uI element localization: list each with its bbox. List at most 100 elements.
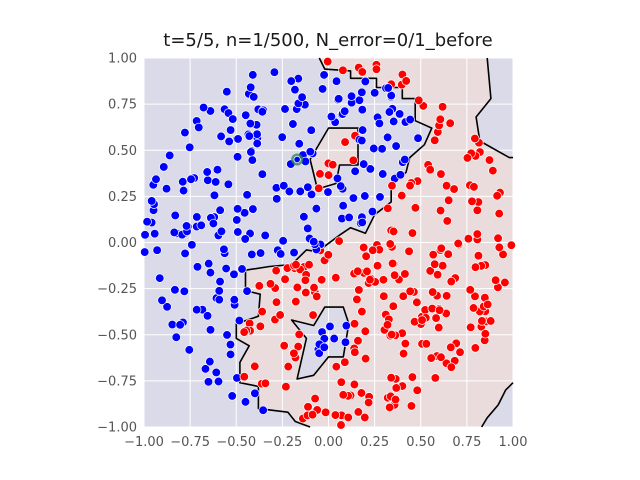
point-class-0 xyxy=(357,217,367,228)
point-class-0 xyxy=(269,67,280,77)
point-class-1 xyxy=(387,258,398,269)
point-class-0 xyxy=(319,342,329,352)
point-class-1 xyxy=(383,203,393,214)
point-class-0 xyxy=(314,348,324,358)
point-class-0 xyxy=(360,76,370,87)
point-class-1 xyxy=(330,410,341,420)
point-class-0 xyxy=(175,320,185,330)
point-class-0 xyxy=(340,337,351,347)
point-class-1 xyxy=(334,236,344,246)
point-class-0 xyxy=(365,164,375,174)
point-class-0 xyxy=(222,330,232,340)
point-class-1 xyxy=(488,165,498,176)
point-class-1 xyxy=(472,229,482,239)
point-class-0 xyxy=(249,92,259,102)
point-class-0 xyxy=(341,321,351,331)
y-tick-label: −0.25 xyxy=(97,282,137,297)
point-class-0 xyxy=(391,141,401,151)
point-class-1 xyxy=(426,353,436,363)
point-class-1 xyxy=(279,341,289,351)
point-class-0 xyxy=(205,356,215,367)
point-class-0 xyxy=(223,179,234,190)
point-class-1 xyxy=(387,329,397,340)
point-class-1 xyxy=(360,353,371,364)
x-tick-label: 0.00 xyxy=(314,435,343,450)
point-class-0 xyxy=(299,212,309,222)
point-class-1 xyxy=(472,205,482,215)
point-class-0 xyxy=(194,122,204,133)
point-class-1 xyxy=(401,76,411,86)
point-class-1 xyxy=(484,155,495,165)
point-class-0 xyxy=(255,248,266,258)
point-class-0 xyxy=(240,397,251,407)
point-class-0 xyxy=(150,229,160,239)
point-class-0 xyxy=(232,152,243,162)
point-class-1 xyxy=(494,242,504,253)
point-class-1 xyxy=(473,251,484,261)
y-tick-label: −1.00 xyxy=(97,421,137,436)
point-class-0 xyxy=(306,189,317,200)
point-class-1 xyxy=(444,195,454,205)
point-class-0 xyxy=(184,345,194,355)
point-class-0 xyxy=(147,196,157,206)
point-class-0 xyxy=(305,147,315,157)
point-class-0 xyxy=(211,367,221,378)
point-class-1 xyxy=(449,184,459,194)
point-class-0 xyxy=(214,286,224,296)
point-class-0 xyxy=(295,186,305,197)
point-class-1 xyxy=(257,306,267,317)
point-class-1 xyxy=(291,260,301,270)
point-class-1 xyxy=(421,339,431,349)
point-class-0 xyxy=(378,169,388,179)
x-tick-label: 0.75 xyxy=(452,435,481,450)
point-class-1 xyxy=(400,338,410,349)
y-tick-label: 0.75 xyxy=(108,98,137,113)
point-class-0 xyxy=(303,182,313,192)
point-class-0 xyxy=(246,82,256,92)
point-class-0 xyxy=(311,203,322,214)
point-class-1 xyxy=(437,102,448,112)
point-class-1 xyxy=(432,270,443,280)
point-class-0 xyxy=(331,76,342,86)
point-class-1 xyxy=(469,182,479,192)
point-class-1 xyxy=(463,234,474,244)
point-class-0 xyxy=(196,220,206,230)
point-class-0 xyxy=(303,223,313,234)
point-class-0 xyxy=(242,286,252,296)
point-class-0 xyxy=(359,159,369,169)
axis-ticks: −1.00 −0.75 −0.50 −0.25 0.00 0.25 0.50 0.75 1.00… xyxy=(97,52,527,451)
point-class-0 xyxy=(181,221,192,231)
point-class-0 xyxy=(332,173,343,184)
point-class-1 xyxy=(435,205,446,216)
point-class-1 xyxy=(323,250,333,260)
point-class-0 xyxy=(286,76,296,86)
x-tick-label: −1.00 xyxy=(124,435,164,450)
point-class-0 xyxy=(232,215,242,225)
point-class-0 xyxy=(334,94,344,104)
point-class-0 xyxy=(167,319,177,330)
y-tick-label: 0.00 xyxy=(108,236,137,251)
point-class-0 xyxy=(140,247,150,257)
point-class-0 xyxy=(214,295,224,305)
point-class-1 xyxy=(386,373,396,383)
point-class-1 xyxy=(387,181,397,191)
point-class-0 xyxy=(225,125,236,135)
highlight-point-inner xyxy=(293,155,301,164)
point-class-1 xyxy=(294,329,304,340)
point-class-1 xyxy=(239,327,249,337)
point-class-0 xyxy=(227,391,237,401)
point-class-0 xyxy=(326,111,337,122)
point-class-1 xyxy=(466,322,476,332)
point-class-1 xyxy=(412,297,422,308)
point-class-1 xyxy=(255,321,265,331)
point-class-0 xyxy=(245,118,255,129)
point-class-1 xyxy=(385,402,395,413)
point-class-1 xyxy=(500,277,510,288)
point-class-1 xyxy=(357,306,367,317)
point-class-0 xyxy=(192,212,202,222)
point-class-1 xyxy=(315,169,325,179)
point-class-1 xyxy=(397,190,407,201)
point-class-0 xyxy=(229,269,239,279)
